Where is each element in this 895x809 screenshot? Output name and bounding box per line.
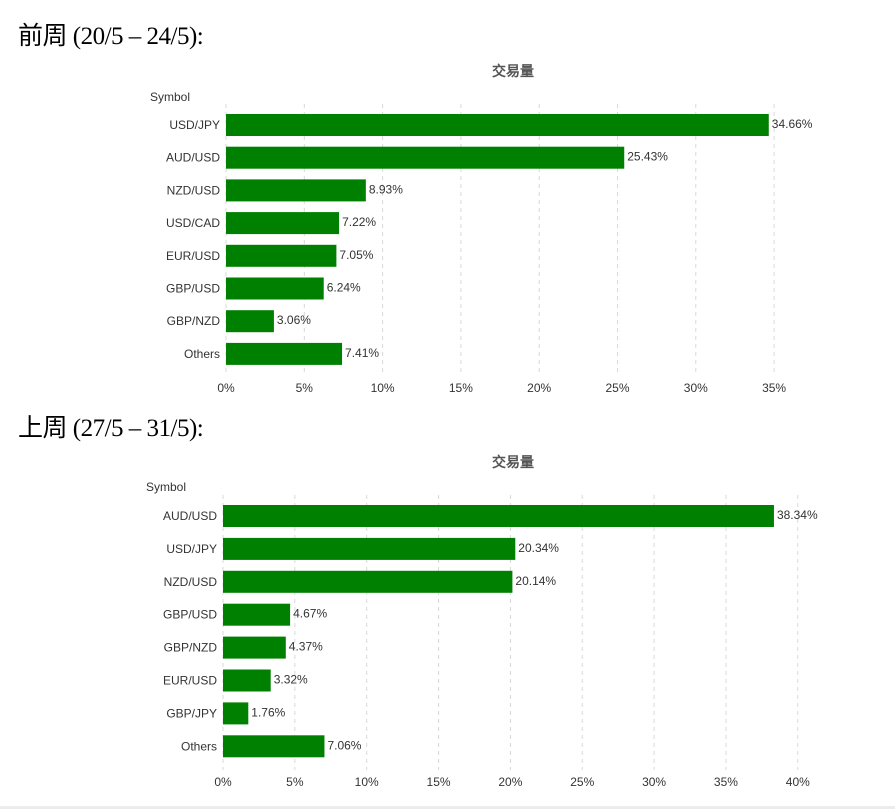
category-label: Others [181, 739, 217, 753]
week-heading-last: 上周 (27/5 – 31/5): [18, 415, 204, 442]
x-tick-label: 15% [449, 381, 473, 395]
category-label: EUR/USD [163, 674, 217, 688]
category-label: GBP/USD [166, 282, 220, 296]
bar [226, 342, 343, 365]
x-tick-label: 35% [714, 775, 738, 789]
value-label: 7.22% [342, 215, 376, 229]
x-tick-label: 30% [642, 775, 666, 789]
category-label: USD/CAD [166, 216, 220, 230]
bar [226, 277, 324, 300]
value-label: 7.05% [339, 248, 373, 262]
volume-bar-chart-last-week: 交易量 Symbol 0% 5% 10% 15% 20% 25% 30% 35% 40% AUD/US… [146, 454, 818, 789]
x-tick-label: 0% [217, 381, 235, 395]
value-label: 25.43% [627, 150, 668, 164]
week-heading-previous: 前周 (20/5 – 24/5): [18, 23, 204, 50]
category-label: NZD/USD [164, 575, 218, 589]
x-tick-label: 40% [786, 775, 810, 789]
category-label: Others [184, 347, 220, 361]
bar [223, 537, 516, 560]
category-label: GBP/USD [163, 608, 217, 622]
x-tick-label: 5% [286, 775, 304, 789]
x-tick-label: 15% [427, 775, 451, 789]
x-tick-label: 25% [605, 381, 629, 395]
category-label: NZD/USD [167, 183, 221, 197]
value-label: 4.67% [293, 607, 327, 621]
category-label: AUD/USD [166, 151, 220, 165]
value-label: 20.14% [515, 574, 556, 588]
value-label: 8.93% [369, 182, 403, 196]
bar [226, 310, 274, 333]
category-label: GBP/NZD [167, 314, 221, 328]
x-tick-label: 10% [355, 775, 379, 789]
x-tick-label: 0% [214, 775, 232, 789]
x-tick-label: 20% [527, 381, 551, 395]
chart-title: 交易量 [492, 63, 534, 79]
chart-title: 交易量 [492, 454, 534, 470]
x-tick-label: 30% [684, 381, 708, 395]
category-label: AUD/USD [163, 509, 217, 523]
bar [226, 244, 337, 267]
category-label: GBP/JPY [166, 706, 217, 720]
bottom-divider [0, 806, 895, 809]
x-tick-label: 5% [296, 381, 314, 395]
value-label: 6.24% [327, 281, 361, 295]
value-label: 7.41% [345, 346, 379, 360]
bar [223, 735, 325, 758]
bar [223, 702, 249, 725]
y-axis-label: Symbol [150, 90, 190, 104]
value-label: 1.76% [251, 705, 285, 719]
bar [223, 570, 513, 593]
value-label: 34.66% [772, 117, 813, 131]
category-label: USD/JPY [169, 118, 220, 132]
value-label: 3.32% [274, 673, 308, 687]
y-axis-label: Symbol [146, 480, 186, 494]
bar [223, 603, 291, 626]
value-label: 4.37% [289, 640, 323, 654]
value-label: 3.06% [277, 313, 311, 327]
bar [226, 179, 366, 202]
volume-bar-chart-previous-week: 交易量 Symbol 0% 5% 10% 15% 20% 25% 30% 35% USD/JPY 34… [150, 63, 813, 395]
value-label: 20.34% [518, 541, 559, 555]
bar [223, 669, 271, 692]
bar [223, 505, 774, 527]
x-tick-label: 35% [762, 381, 786, 395]
x-tick-label: 20% [498, 775, 522, 789]
value-label: 38.34% [777, 508, 818, 522]
x-tick-label: 25% [570, 775, 594, 789]
bar [223, 636, 286, 659]
bar [226, 114, 769, 136]
bar [226, 146, 625, 169]
value-label: 7.06% [327, 738, 361, 752]
category-label: GBP/NZD [164, 641, 218, 655]
x-tick-label: 10% [371, 381, 395, 395]
bar [226, 212, 340, 235]
category-label: EUR/USD [166, 249, 220, 263]
category-label: USD/JPY [166, 542, 217, 556]
